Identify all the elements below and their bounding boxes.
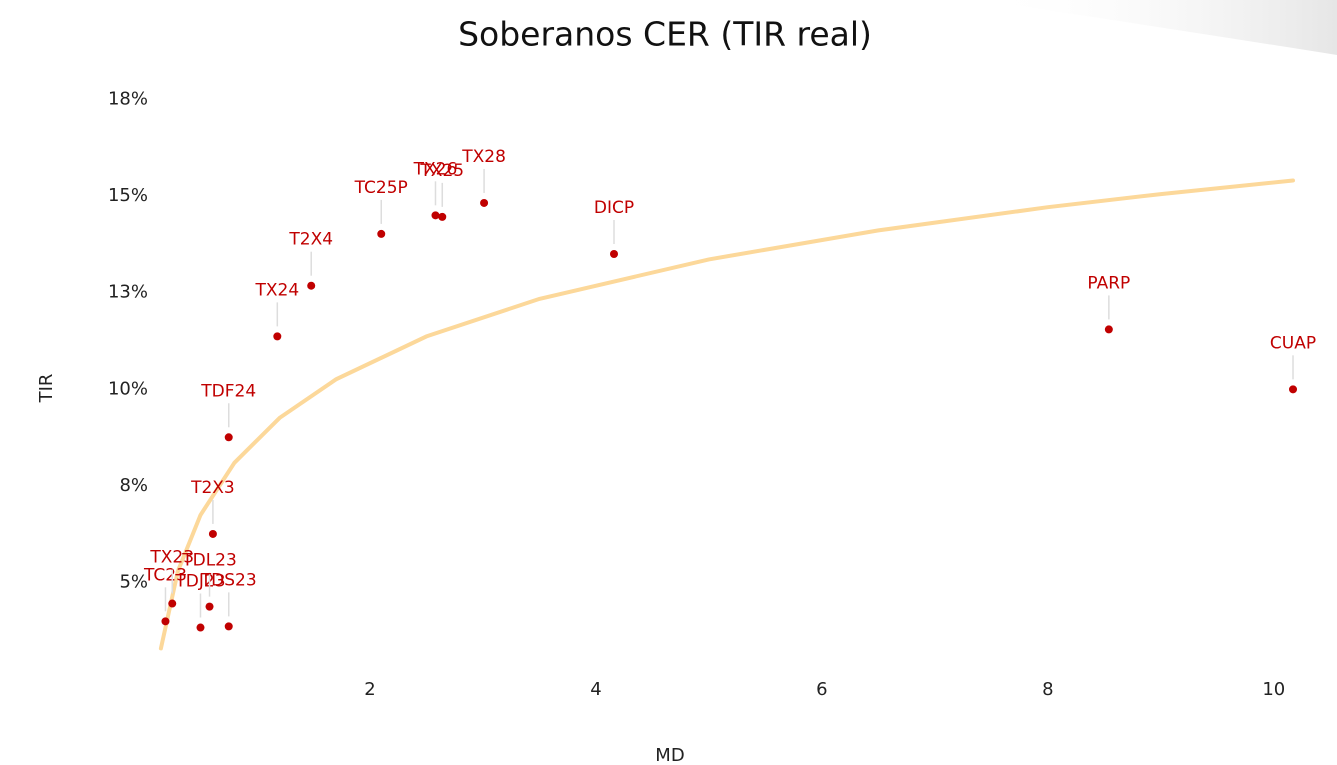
point-label: TC23	[143, 565, 187, 585]
y-tick-label: 5%	[119, 572, 148, 593]
point-label: T2X3	[190, 478, 235, 498]
y-tick-label: 15%	[108, 185, 148, 206]
point-label: TDL23	[181, 551, 237, 571]
x-tick-label: 4	[590, 679, 601, 700]
point-label: TX26	[413, 159, 458, 179]
point	[196, 623, 205, 632]
point	[224, 433, 233, 442]
x-tick-label: 2	[364, 679, 375, 700]
point-label: TC25P	[354, 178, 408, 198]
x-axis-label: MD	[655, 745, 684, 765]
point-label: DICP	[594, 198, 634, 218]
y-tick-label: 13%	[108, 282, 148, 303]
point-label: CUAP	[1270, 333, 1316, 353]
point-label: T2X4	[288, 230, 333, 250]
point	[307, 281, 316, 290]
point	[431, 211, 440, 220]
point	[161, 617, 170, 626]
y-tick-label: 18%	[108, 88, 148, 109]
chart-title: Soberanos CER (TIR real)	[458, 15, 872, 54]
point	[168, 599, 177, 608]
y-axis-label: TIR	[36, 374, 57, 404]
point	[1104, 325, 1113, 334]
point	[224, 622, 233, 631]
point	[1289, 385, 1298, 394]
x-tick-label: 6	[816, 679, 827, 700]
point-label: TX24	[254, 280, 299, 300]
point	[480, 198, 489, 207]
point-label: TX23	[149, 548, 194, 568]
point	[205, 602, 214, 611]
point-label: TDS23	[200, 570, 257, 590]
x-tick-label: 8	[1042, 679, 1053, 700]
point-label: TDJ23	[174, 572, 225, 592]
trend-line	[158, 178, 1295, 651]
point	[377, 229, 386, 238]
point	[610, 250, 618, 258]
y-tick-label: 10%	[108, 378, 148, 399]
y-tick-label: 8%	[119, 475, 148, 496]
point	[208, 529, 217, 538]
point	[438, 212, 447, 221]
point	[273, 332, 282, 341]
point-label: TX25	[419, 161, 464, 181]
decoration	[980, 0, 1337, 55]
point-label: TX28	[461, 147, 506, 167]
point-label: TDF24	[200, 381, 256, 401]
point-label: PARP	[1087, 273, 1130, 293]
x-tick-label: 10	[1262, 679, 1285, 700]
